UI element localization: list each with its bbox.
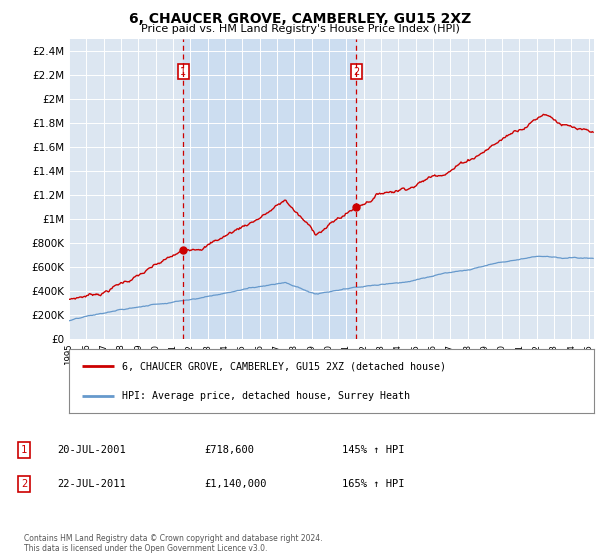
Text: 145% ↑ HPI: 145% ↑ HPI xyxy=(342,445,404,455)
Text: HPI: Average price, detached house, Surrey Heath: HPI: Average price, detached house, Surr… xyxy=(121,391,409,401)
Text: 1: 1 xyxy=(180,67,186,77)
Text: £718,600: £718,600 xyxy=(204,445,254,455)
Text: Price paid vs. HM Land Registry's House Price Index (HPI): Price paid vs. HM Land Registry's House … xyxy=(140,24,460,34)
Text: £1,140,000: £1,140,000 xyxy=(204,479,266,489)
Text: 2: 2 xyxy=(353,67,359,77)
Text: 165% ↑ HPI: 165% ↑ HPI xyxy=(342,479,404,489)
Text: 20-JUL-2001: 20-JUL-2001 xyxy=(57,445,126,455)
Bar xyxy=(183,39,356,339)
Text: 6, CHAUCER GROVE, CAMBERLEY, GU15 2XZ (detached house): 6, CHAUCER GROVE, CAMBERLEY, GU15 2XZ (d… xyxy=(121,361,445,371)
Text: 6, CHAUCER GROVE, CAMBERLEY, GU15 2XZ: 6, CHAUCER GROVE, CAMBERLEY, GU15 2XZ xyxy=(129,12,471,26)
Text: 1: 1 xyxy=(21,445,27,455)
Text: 22-JUL-2011: 22-JUL-2011 xyxy=(57,479,126,489)
Text: 2: 2 xyxy=(21,479,27,489)
Text: Contains HM Land Registry data © Crown copyright and database right 2024.
This d: Contains HM Land Registry data © Crown c… xyxy=(24,534,323,553)
